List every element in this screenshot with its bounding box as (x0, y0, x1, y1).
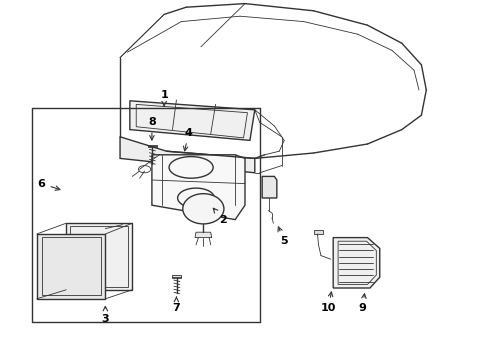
Polygon shape (37, 234, 105, 299)
Text: 8: 8 (148, 117, 156, 140)
Polygon shape (262, 176, 277, 198)
Text: 3: 3 (101, 306, 109, 324)
Polygon shape (120, 137, 255, 173)
Polygon shape (152, 155, 245, 220)
Polygon shape (130, 101, 255, 140)
Polygon shape (314, 230, 323, 234)
Polygon shape (172, 275, 181, 278)
Text: 10: 10 (320, 292, 336, 313)
Text: 5: 5 (278, 227, 288, 246)
Polygon shape (66, 223, 132, 290)
Text: 6: 6 (38, 179, 60, 190)
Text: 9: 9 (359, 294, 367, 313)
Text: 4: 4 (183, 128, 193, 151)
Polygon shape (195, 232, 212, 238)
Circle shape (183, 194, 224, 224)
Text: 7: 7 (172, 297, 180, 313)
Polygon shape (148, 145, 157, 147)
Text: 2: 2 (213, 208, 227, 225)
Text: 1: 1 (160, 90, 168, 106)
Polygon shape (333, 238, 380, 288)
